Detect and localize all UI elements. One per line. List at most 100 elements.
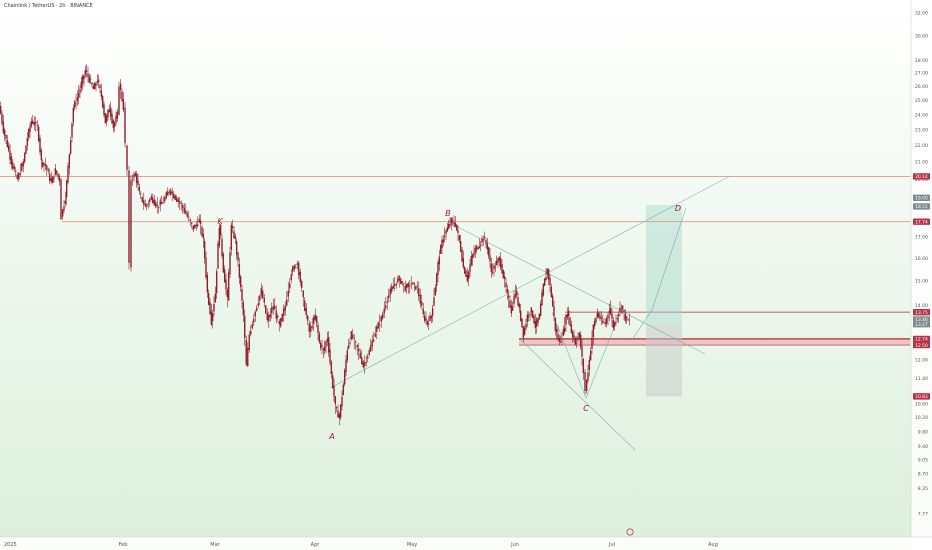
candle-body: [41, 161, 44, 167]
candle-body: [248, 334, 250, 350]
candle-body: [509, 300, 511, 308]
candle-body: [437, 262, 439, 275]
candle-body: [388, 295, 390, 299]
candle-body: [461, 249, 463, 262]
candle-body: [469, 264, 471, 272]
candle-body: [557, 333, 559, 340]
candle-body: [547, 269, 550, 280]
candle-body: [295, 267, 297, 269]
candle-body: [346, 350, 349, 361]
candle-body: [54, 168, 57, 175]
candle-body: [3, 129, 6, 136]
price-tag: [913, 194, 930, 201]
pattern-line: [551, 311, 587, 399]
candle-body: [550, 286, 553, 297]
candle-body: [601, 321, 604, 322]
candle-body: [531, 310, 534, 319]
y-tick-label: 27.00: [915, 71, 928, 77]
candle-body: [422, 308, 424, 315]
y-tick-label: 28.00: [915, 58, 928, 64]
y-tick-label: 11.40: [915, 376, 928, 382]
candle-body: [446, 227, 449, 232]
price-tag-label: 13.27: [915, 322, 928, 328]
price-tag-label: 20.14: [915, 174, 928, 180]
candle-body: [274, 305, 276, 310]
candle-body: [13, 166, 15, 170]
candle-body: [341, 396, 343, 407]
candle-body: [457, 229, 459, 234]
candle-body: [225, 279, 227, 290]
candle-body: [242, 302, 245, 316]
candle-body: [84, 70, 87, 75]
price-tag-label: 13.75: [915, 310, 928, 316]
candle-body: [585, 379, 588, 391]
candle-body: [215, 271, 218, 294]
candle-body: [313, 316, 315, 324]
candle-body: [413, 282, 415, 285]
candle-body: [191, 222, 193, 224]
candle-body: [518, 303, 521, 308]
candle-body: [165, 192, 167, 199]
candle-body: [345, 359, 347, 373]
candle-body: [58, 176, 61, 182]
y-tick-label: 15.00: [915, 279, 928, 285]
candle-body: [465, 271, 467, 278]
candle-body: [254, 311, 256, 317]
x-tick-label: Aug: [708, 542, 718, 548]
candle-body: [376, 326, 378, 332]
candle-body: [549, 277, 551, 286]
candle-body: [256, 307, 258, 311]
target-zone: [646, 205, 682, 325]
candle-body: [229, 251, 231, 275]
candle-body: [427, 323, 430, 325]
candle-body: [192, 225, 194, 231]
candle-body: [377, 322, 379, 329]
candle-body: [625, 316, 628, 319]
candle-body: [189, 219, 191, 221]
candle-body: [407, 282, 409, 288]
candle-body: [183, 207, 185, 213]
y-tick-label: 26.00: [915, 84, 928, 90]
candle-body: [265, 305, 267, 314]
candle-body: [57, 173, 59, 177]
y-tick-label: 8.35: [918, 486, 928, 492]
candle-body: [50, 178, 52, 182]
candle-body: [605, 318, 608, 324]
candle-body: [410, 283, 412, 285]
candle-body: [559, 341, 562, 343]
candle-body: [326, 338, 329, 342]
candle-body: [35, 121, 37, 124]
wave-label-c: C: [583, 404, 589, 413]
candle-body: [323, 346, 326, 352]
candle-body: [234, 236, 237, 239]
candle-body: [305, 308, 307, 316]
candle-body: [463, 267, 466, 274]
candle-body: [36, 124, 38, 126]
candle-body: [87, 73, 89, 77]
candle-body: [467, 271, 470, 279]
candle-body: [539, 303, 542, 316]
candle-body: [233, 231, 235, 239]
price-tag-label: 13.46: [915, 317, 928, 323]
candle-body: [482, 239, 485, 241]
candle-body: [244, 315, 246, 339]
candle-body: [409, 285, 411, 287]
price-tag: [913, 393, 930, 400]
candle-body: [105, 115, 108, 123]
candle-body: [283, 308, 285, 316]
candle-body: [362, 361, 364, 368]
candle-body: [386, 301, 388, 303]
candle-body: [582, 359, 585, 374]
candle-body: [404, 285, 406, 292]
candle-body: [289, 283, 291, 289]
candle-body: [578, 332, 581, 338]
candle-body: [6, 140, 9, 148]
candle-body: [471, 254, 474, 259]
x-tick-label: Jun: [510, 542, 519, 548]
candle-body: [406, 283, 408, 289]
candle-body: [159, 200, 161, 206]
candle-body: [29, 126, 31, 132]
candle-body: [173, 193, 175, 199]
